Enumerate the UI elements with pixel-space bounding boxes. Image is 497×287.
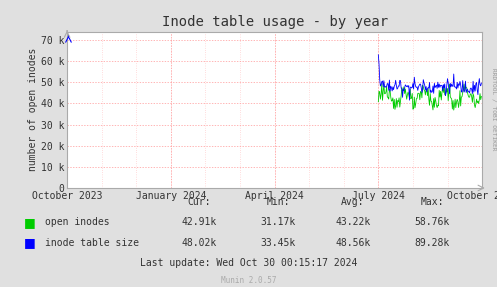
Y-axis label: number of open inodes: number of open inodes xyxy=(28,48,38,171)
Text: 42.91k: 42.91k xyxy=(181,218,216,227)
Text: 48.56k: 48.56k xyxy=(335,238,370,247)
Text: Munin 2.0.57: Munin 2.0.57 xyxy=(221,276,276,285)
Text: Avg:: Avg: xyxy=(341,197,365,207)
Text: inode table size: inode table size xyxy=(45,238,139,247)
Text: 43.22k: 43.22k xyxy=(335,218,370,227)
Text: open inodes: open inodes xyxy=(45,218,109,227)
Text: RRDTOOL / TOBI OETIKER: RRDTOOL / TOBI OETIKER xyxy=(491,68,496,150)
Text: 48.02k: 48.02k xyxy=(181,238,216,247)
Text: 31.17k: 31.17k xyxy=(261,218,296,227)
Text: Max:: Max: xyxy=(420,197,444,207)
Text: 58.76k: 58.76k xyxy=(415,218,450,227)
Title: Inode table usage - by year: Inode table usage - by year xyxy=(162,15,388,29)
Text: 89.28k: 89.28k xyxy=(415,238,450,247)
Text: ■: ■ xyxy=(24,216,36,229)
Text: 33.45k: 33.45k xyxy=(261,238,296,247)
Text: Min:: Min: xyxy=(266,197,290,207)
Text: ■: ■ xyxy=(24,236,36,249)
Text: Last update: Wed Oct 30 00:15:17 2024: Last update: Wed Oct 30 00:15:17 2024 xyxy=(140,258,357,267)
Text: Cur:: Cur: xyxy=(187,197,211,207)
